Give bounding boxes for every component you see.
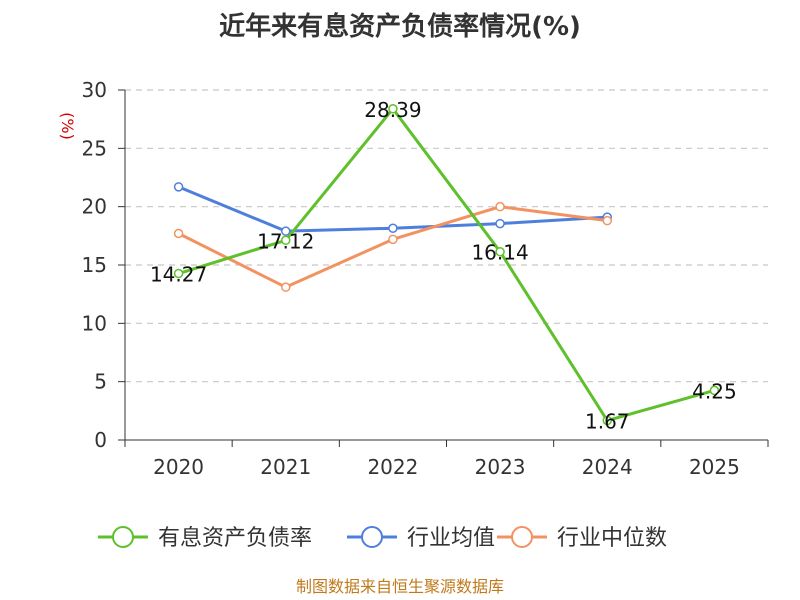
data-label: 28.39 [364,98,421,122]
legend-label: 行业中位数 [557,526,667,551]
data-point [602,215,612,226]
x-tick-label: 2021 [260,455,311,479]
x-tick-label: 2022 [367,455,418,479]
data-point [495,246,505,257]
data-label: 14.27 [150,263,207,287]
data-label: 1.67 [585,410,630,434]
legend-item[interactable]: 行业中位数 [497,526,667,551]
data-label: 17.12 [257,229,314,253]
chart-title: 近年来有息资产负债率情况(%) [219,11,581,42]
data-point [388,234,398,245]
data-point [173,228,184,239]
data-point [388,104,398,114]
legend-item[interactable]: 有息资产负债率 [98,526,312,551]
series-line-2 [177,205,609,289]
x-tick-label: 2024 [582,455,633,479]
source-note: 制图数据来自恒生聚源数据库 [296,577,504,596]
x-tick-label: 2023 [475,455,526,479]
legend-marker-icon [361,526,383,548]
legend-label: 行业均值 [407,526,495,551]
series-line-0 [177,107,716,423]
y-tick-label: 0 [94,428,107,452]
legend-item[interactable]: 行业均值 [347,526,495,551]
y-tick-label: 15 [82,253,107,277]
y-tick-label: 30 [82,78,107,102]
x-tick-label: 2025 [689,455,740,479]
data-label: 4.25 [692,379,737,403]
y-axis-unit-label: (%) [58,112,77,140]
data-point [602,415,612,426]
y-tick-label: 5 [94,370,107,394]
legend-marker-icon [511,526,533,548]
grid-lines [125,89,768,383]
data-labels: 14.27 17.12 28.39 16.14 1.67 4.25 [150,98,737,434]
y-tick-label: 10 [82,311,107,335]
data-point [173,268,184,279]
legend: 有息资产负债率 行业均值 行业中位数 [98,526,667,551]
data-point [388,223,398,233]
data-label: 16.14 [471,241,528,265]
data-point [709,385,720,396]
series-lines [173,104,720,426]
data-point [173,182,184,192]
x-tick-label: 2020 [153,455,204,479]
legend-marker-icon [112,526,134,548]
data-point [495,201,505,212]
data-point [281,235,291,246]
y-tick-label: 25 [82,136,107,160]
data-point [281,282,291,292]
data-point [495,218,505,229]
y-tick-label: 20 [82,195,107,219]
data-point [281,226,291,236]
legend-label: 有息资产负债率 [158,526,312,551]
